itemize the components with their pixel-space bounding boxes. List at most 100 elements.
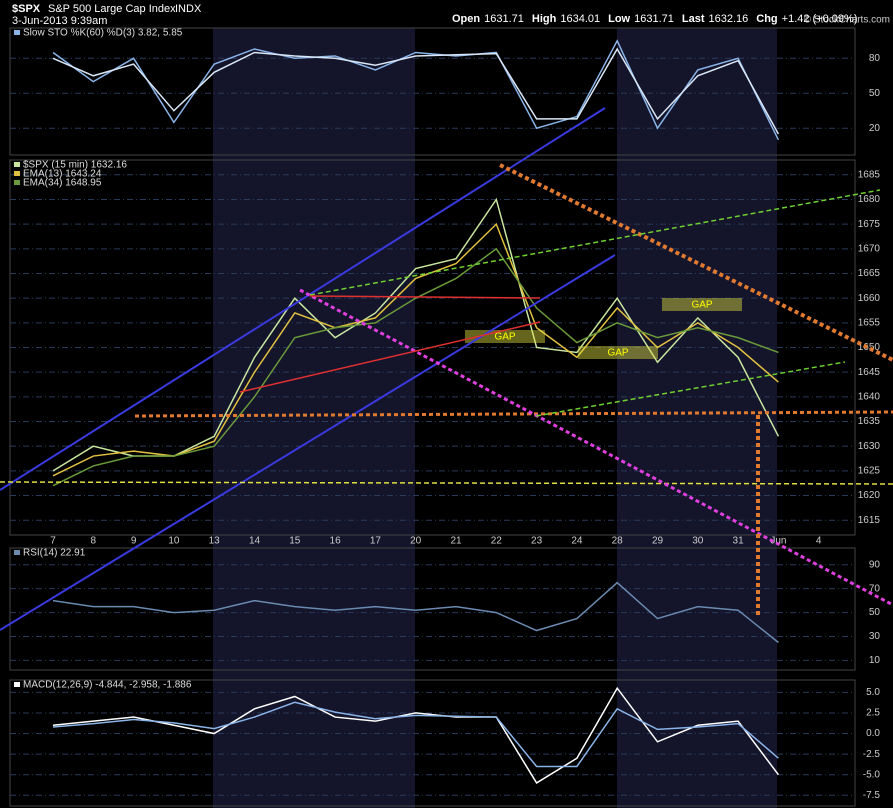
panel-frame — [9, 27, 856, 156]
y-tick-label: 1625 — [858, 465, 881, 476]
y-tick-label: -7.5 — [863, 790, 881, 801]
y-tick-label: 1685 — [858, 169, 881, 180]
gap-label: GAP — [494, 332, 515, 343]
y-tick-label: 1645 — [858, 367, 881, 378]
symbol: $SPX — [12, 3, 41, 15]
y-tick-label: 10 — [869, 655, 881, 666]
copyright: © StockCharts.com — [804, 15, 890, 26]
panel-frame — [9, 679, 856, 807]
x-tick-label: 17 — [370, 536, 382, 547]
y-tick-label: 1670 — [858, 243, 881, 254]
x-tick-label: 23 — [531, 536, 543, 547]
trend — [309, 189, 881, 296]
resistance — [499, 163, 893, 362]
quote-label: Last — [682, 13, 705, 25]
panel-title: RSI(14) 22.91 — [23, 548, 86, 559]
x-tick-label: 16 — [330, 536, 342, 547]
x-tick-label: 31 — [733, 536, 745, 547]
quote-value: +1.42 (+0.09%) — [782, 13, 858, 25]
y-tick-label: 1615 — [858, 515, 881, 526]
legend-swatch — [14, 162, 20, 167]
x-tick-label: Jun — [770, 536, 786, 547]
x-tick-label: 8 — [91, 536, 97, 547]
panel-frame — [9, 547, 856, 671]
panel-title: Slow STO %K(60) %D(3) 3.82, 5.85 — [23, 28, 183, 39]
gap-label: GAP — [691, 300, 712, 311]
quote-value: 1631.71 — [484, 13, 524, 25]
legend-swatch — [14, 550, 20, 555]
x-tick-label: 24 — [571, 536, 583, 547]
y-tick-label: 1665 — [858, 268, 881, 279]
x-tick-label: 30 — [692, 536, 704, 547]
week-shading — [213, 28, 777, 808]
y-tick-label: 1655 — [858, 317, 881, 328]
series-line — [52, 581, 779, 644]
channel-line — [0, 107, 606, 491]
x-tick-label: 22 — [491, 536, 503, 547]
series-line — [52, 701, 779, 768]
exchange: INDX — [175, 3, 202, 15]
gap-label: GAP — [607, 348, 628, 359]
index-name: S&P 500 Large Cap Index — [48, 3, 176, 15]
x-tick-label: 21 — [450, 536, 462, 547]
x-tick-label: 28 — [612, 536, 624, 547]
gap-box — [662, 298, 742, 311]
y-tick-label: 50 — [869, 88, 881, 99]
quote-value: 1631.71 — [634, 13, 674, 25]
x-tick-label: 15 — [289, 536, 301, 547]
trend — [239, 321, 541, 393]
legend-label: $SPX (15 min) 1632.16 — [23, 160, 127, 171]
x-tick-label: 13 — [209, 536, 221, 547]
trend — [309, 295, 541, 299]
x-tick-label: 29 — [652, 536, 664, 547]
gap-box — [578, 346, 658, 359]
support — [0, 481, 893, 485]
legend-label: EMA(13) 1643.24 — [23, 169, 102, 180]
shade — [213, 28, 415, 808]
x-tick-label: 4 — [816, 536, 822, 547]
legend-swatch — [14, 30, 20, 35]
support — [134, 410, 893, 418]
x-tick-label: 10 — [168, 536, 180, 547]
y-tick-label: 1640 — [858, 391, 881, 402]
legend-swatch — [14, 171, 20, 176]
y-tick-label: 30 — [869, 631, 881, 642]
y-tick-label: 1675 — [858, 219, 881, 230]
panel-title: MACD(12,26,9) -4.844, -2.958, -1.886 — [23, 680, 192, 691]
x-tick-label: 14 — [249, 536, 261, 547]
y-tick-label: -2.5 — [863, 749, 881, 760]
y-tick-label: 20 — [869, 123, 881, 134]
y-tick-label: 1620 — [858, 490, 881, 501]
quote-label: Open — [452, 13, 480, 25]
y-tick-label: 90 — [869, 559, 881, 570]
shade — [617, 28, 777, 808]
quote-label: Low — [608, 13, 630, 25]
quote-label: Chg — [756, 13, 777, 25]
series-line — [52, 47, 780, 135]
y-tick-label: 1660 — [858, 293, 881, 304]
datetime: 3-Jun-2013 9:39am — [12, 15, 107, 27]
y-tick-label: 80 — [869, 53, 881, 64]
x-tick-label: 7 — [50, 536, 56, 547]
series-line — [52, 247, 779, 487]
quote-value: 1634.01 — [560, 13, 600, 25]
y-tick-label: -5.0 — [863, 769, 881, 780]
y-tick-label: 1650 — [858, 342, 881, 353]
y-tick-label: 1635 — [858, 416, 881, 427]
y-tick-label: 2.5 — [866, 708, 880, 719]
quote-value: 1632.16 — [709, 13, 749, 25]
channel-line — [0, 254, 616, 631]
series-line — [52, 686, 779, 784]
y-tick-label: 0.0 — [866, 728, 880, 739]
legend-swatch — [14, 180, 20, 185]
trend — [535, 361, 846, 417]
trendlines — [0, 107, 893, 631]
y-tick-label: 1630 — [858, 441, 881, 452]
y-tick-label: 1680 — [858, 194, 881, 205]
y-tick-label: 50 — [869, 607, 881, 618]
x-tick-label: 9 — [131, 536, 137, 547]
y-tick-label: 70 — [869, 583, 881, 594]
legend-swatch — [14, 682, 20, 687]
legend-label: EMA(34) 1648.95 — [23, 178, 102, 189]
